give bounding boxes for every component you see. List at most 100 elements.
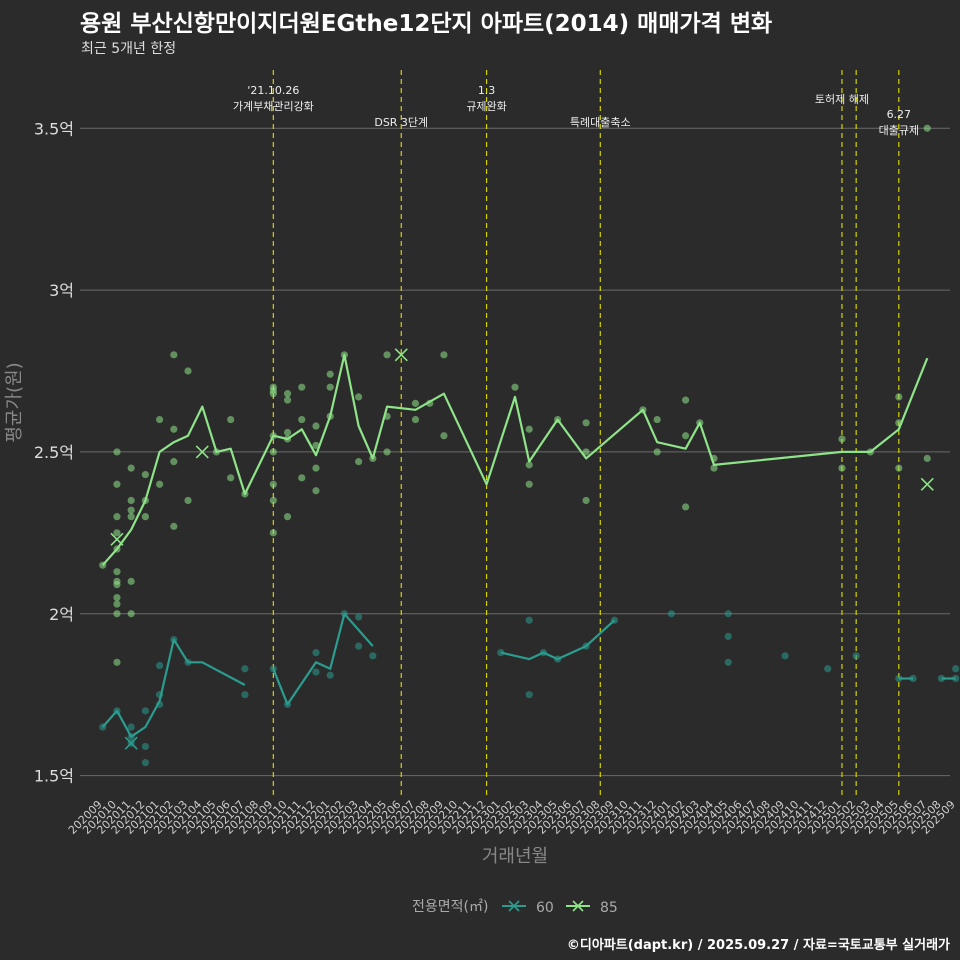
data-point-60 [127, 733, 135, 741]
data-point-85 [696, 419, 704, 427]
data-point-85 [127, 577, 135, 585]
data-point-85 [923, 454, 931, 462]
data-point-85 [426, 399, 434, 407]
event-label: DSR 3단계 [374, 116, 428, 129]
y-axis-title: 평균가(원) [4, 362, 25, 442]
data-point-85 [312, 487, 320, 495]
data-point-60 [269, 665, 277, 673]
event-label: 특례대출축소 [570, 116, 631, 129]
data-point-85 [269, 496, 277, 505]
x-axis-title: 거래년월 [482, 846, 548, 867]
data-point-60 [156, 661, 164, 670]
data-point-60 [170, 636, 178, 644]
data-point-85 [127, 464, 135, 472]
data-point-60 [539, 648, 548, 657]
data-point-85 [113, 581, 121, 589]
data-point-85 [525, 480, 533, 488]
data-point-85 [269, 390, 277, 398]
data-point-85 [141, 496, 149, 505]
data-point-85 [113, 448, 121, 456]
data-point-85 [283, 396, 292, 404]
data-point-60 [141, 742, 149, 751]
data-point-85 [326, 412, 334, 420]
data-point-85 [525, 461, 533, 469]
y-tick-label: 3.5억 [34, 119, 74, 138]
y-tick-label: 3억 [49, 281, 74, 300]
data-point-60 [952, 674, 960, 683]
series-line-60 [500, 619, 616, 661]
event-label: '21.10.26 [247, 84, 299, 97]
event-label: 토허제 해제 [815, 92, 869, 106]
data-point-85 [99, 561, 107, 569]
data-point-60 [937, 674, 946, 683]
data-point-85 [326, 383, 334, 391]
data-point-85 [312, 422, 320, 430]
data-point-60 [113, 707, 121, 715]
data-point-60 [283, 700, 292, 708]
data-point-85 [511, 383, 519, 391]
data-point-85 [156, 480, 164, 488]
data-point-85 [866, 448, 874, 456]
data-point-85 [298, 474, 306, 482]
data-point-85 [184, 496, 192, 505]
data-point-60 [156, 691, 164, 699]
x-marker-60 [124, 736, 138, 750]
data-point-85 [156, 415, 164, 424]
data-point-85 [283, 435, 292, 443]
data-point-85 [312, 464, 320, 472]
data-point-60 [667, 610, 675, 618]
event-label: 규제완화 [466, 100, 506, 113]
data-point-85 [355, 393, 363, 401]
data-point-85 [127, 513, 135, 521]
data-point-85 [241, 490, 249, 498]
data-point-85 [582, 419, 590, 427]
data-point-60 [340, 610, 349, 618]
data-point-60 [312, 648, 320, 657]
data-point-85 [283, 428, 292, 437]
data-point-85 [895, 419, 903, 427]
event-label: 가계부채관리강화 [233, 100, 314, 113]
data-point-60 [824, 665, 832, 673]
y-tick-label: 2억 [49, 605, 74, 624]
x-marker-85 [920, 477, 934, 491]
data-point-85 [298, 415, 306, 424]
data-point-60 [724, 632, 732, 641]
data-point-85 [283, 390, 292, 398]
data-point-85 [369, 454, 377, 462]
chart-title: 용원 부산신항만이지더원EGthe12단지 아파트(2014) 매매가격 변화 [80, 11, 773, 37]
data-point-85 [355, 458, 363, 466]
data-point-60 [156, 700, 164, 708]
data-point-85 [113, 480, 121, 488]
event-label: 1.3 [478, 84, 496, 97]
data-point-85 [184, 367, 192, 375]
data-point-85 [113, 513, 121, 521]
data-point-85 [681, 396, 690, 404]
data-point-85 [170, 522, 178, 530]
data-point-60 [241, 691, 249, 699]
y-tick-label: 1.5억 [34, 767, 74, 786]
data-point-85 [269, 448, 277, 456]
data-point-85 [411, 399, 420, 407]
data-point-85 [582, 448, 590, 456]
data-point-60 [952, 665, 960, 673]
data-point-85 [170, 351, 178, 359]
data-point-60 [909, 674, 917, 683]
data-point-85 [141, 470, 149, 479]
event-label: 대출규제 [879, 124, 919, 137]
data-point-60 [141, 707, 149, 715]
data-point-85 [710, 464, 718, 472]
data-point-85 [383, 448, 391, 456]
data-point-85 [269, 480, 277, 488]
x-marker-85 [110, 532, 124, 546]
data-point-85 [113, 529, 121, 537]
data-point-85 [127, 496, 135, 505]
data-point-85 [283, 513, 292, 521]
data-point-85 [269, 529, 277, 537]
data-point-60 [326, 671, 334, 679]
data-point-60 [610, 616, 619, 624]
data-point-85 [212, 448, 221, 456]
data-point-60 [369, 652, 377, 660]
data-point-85 [525, 425, 533, 433]
